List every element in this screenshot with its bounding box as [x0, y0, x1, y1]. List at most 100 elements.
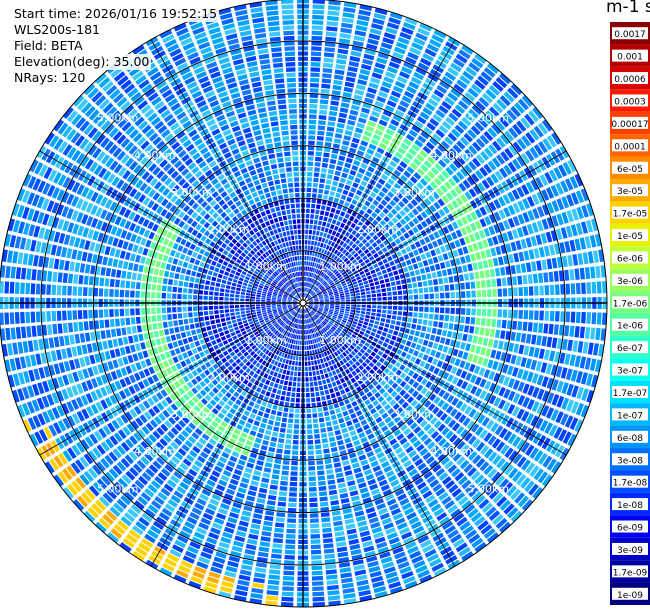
range-gate: [387, 228, 395, 235]
range-gate: [324, 142, 332, 148]
range-gate: [269, 564, 281, 570]
range-gate: [472, 141, 482, 152]
range-gate: [345, 368, 351, 375]
range-gate: [423, 400, 432, 408]
range-gate: [340, 455, 349, 461]
range-gate: [231, 345, 238, 351]
range-gate: [429, 416, 438, 425]
range-gate: [337, 227, 343, 233]
range-gate: [220, 335, 227, 341]
range-gate: [445, 166, 454, 176]
range-gate: [332, 515, 342, 522]
range-gate: [327, 590, 340, 596]
range-gate: [490, 173, 499, 184]
range-gate: [331, 90, 341, 96]
range-gate: [452, 249, 459, 258]
range-gate: [438, 438, 447, 447]
range-gate: [308, 299, 313, 301]
range-gate: [524, 113, 535, 126]
range-gate: [548, 323, 554, 335]
range-gate: [408, 251, 415, 258]
range-gate: [422, 260, 429, 267]
range-gate: [322, 243, 327, 249]
range-gate: [397, 147, 406, 155]
range-gate: [464, 148, 474, 159]
range-gate: [315, 288, 319, 293]
range-gate: [284, 364, 288, 370]
range-gate: [427, 403, 436, 412]
range-gate: [178, 319, 184, 326]
range-gate: [326, 378, 331, 384]
range-gate: [250, 523, 261, 530]
range-gate: [427, 170, 436, 179]
range-gate: [315, 391, 320, 397]
range-gate: [455, 400, 464, 409]
range-gate: [507, 404, 516, 415]
range-gate: [497, 309, 503, 318]
range-gate: [299, 340, 302, 345]
range-gate: [399, 161, 408, 169]
range-gate: [487, 308, 492, 317]
range-gate: [282, 385, 288, 391]
range-gate: [308, 298, 313, 301]
range-gate: [403, 253, 410, 260]
range-gate: [262, 472, 271, 479]
range-gate: [480, 150, 490, 161]
range-gate: [327, 169, 335, 175]
range-gate: [316, 135, 324, 141]
range-gate: [508, 467, 519, 479]
range-gate: [372, 156, 380, 164]
range-gate: [361, 205, 368, 212]
range-gate: [481, 289, 487, 298]
range-gate: [145, 358, 152, 367]
range-gate: [417, 247, 424, 254]
range-gate: [426, 122, 436, 131]
range-gate: [269, 414, 276, 421]
range-gate: [430, 152, 440, 161]
range-gate: [473, 231, 481, 241]
range-gate: [322, 73, 332, 79]
range-gate: [372, 399, 379, 407]
range-gate: [490, 349, 497, 359]
range-gate: [348, 408, 355, 415]
range-gate: [239, 454, 248, 461]
range-gate: [199, 351, 206, 358]
range-gate: [592, 343, 599, 356]
range-gate: [308, 305, 313, 308]
range-gate: [282, 586, 294, 592]
range-gate: [306, 198, 311, 203]
range-gate: [480, 280, 486, 288]
range-gate: [476, 290, 482, 298]
range-gate: [399, 209, 407, 217]
range-gate: [376, 223, 383, 230]
range-gate: [357, 379, 364, 385]
range-gate: [347, 347, 353, 353]
range-gate: [307, 445, 314, 450]
range-gate: [484, 380, 492, 390]
range-gate: [326, 174, 333, 180]
range-gate: [516, 439, 526, 451]
range-gate: [508, 254, 515, 264]
range-gate: [437, 369, 445, 378]
range-gate: [140, 360, 147, 369]
range-gate: [219, 313, 225, 318]
range-gate: [283, 407, 289, 413]
range-gate: [382, 258, 388, 264]
range-gate: [263, 520, 273, 527]
range-gate: [336, 477, 345, 484]
range-gate: [332, 261, 337, 267]
range-gate: [447, 394, 455, 404]
range-gate: [390, 208, 398, 216]
range-gate: [324, 298, 329, 300]
range-gate: [368, 323, 374, 328]
range-gate: [333, 525, 344, 532]
range-gate: [546, 392, 555, 404]
range-gate: [330, 207, 336, 213]
range-gate: [364, 284, 370, 288]
range-gate: [391, 366, 398, 373]
range-gate: [311, 565, 323, 571]
range-gate: [309, 301, 314, 303]
range-gate: [310, 311, 314, 316]
range-gate: [308, 288, 311, 293]
range-gate: [324, 326, 329, 331]
